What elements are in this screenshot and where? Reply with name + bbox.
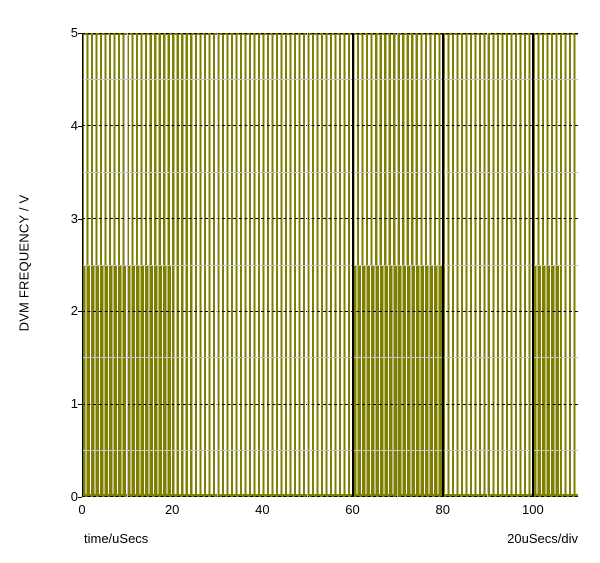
- dense-band: [532, 265, 563, 497]
- x-scale-per-division-label: 20uSecs/div: [507, 531, 578, 546]
- y-tick-mark: [78, 404, 82, 406]
- y-major-gridline: [82, 218, 578, 220]
- trace-low-rail: [82, 494, 578, 497]
- y-minor-gridline: [82, 78, 578, 80]
- x-tick-label: 0: [78, 502, 86, 517]
- y-minor-gridline: [82, 264, 578, 266]
- x-minor-gridline: [487, 33, 489, 497]
- x-major-gridline: [531, 33, 534, 497]
- y-tick-mark: [78, 218, 82, 220]
- x-tick-label: 100: [522, 502, 544, 517]
- y-tick-mark: [78, 125, 82, 127]
- y-minor-gridline: [82, 171, 578, 173]
- y-tick-label: 3: [70, 210, 78, 226]
- y-tick-mark: [78, 497, 82, 498]
- y-tick-label: 5: [70, 25, 78, 40]
- y-tick-label: 2: [70, 303, 78, 319]
- x-major-gridline: [351, 33, 354, 497]
- plot-area: [82, 33, 578, 497]
- y-tick-mark: [78, 311, 82, 313]
- x-axis-label: time/uSecs: [84, 531, 149, 546]
- x-minor-gridline: [126, 33, 128, 497]
- y-tick-mark: [78, 33, 82, 34]
- y-axis-line: [82, 33, 83, 497]
- y-major-gridline: [82, 403, 578, 405]
- y-minor-gridline: [82, 450, 578, 452]
- y-axis-title: DVM FREQUENCY / V: [16, 194, 32, 332]
- x-minor-gridline: [397, 33, 399, 497]
- y-minor-gridline: [82, 357, 578, 359]
- trace-high-rail: [82, 33, 578, 35]
- y-major-gridline: [82, 125, 578, 127]
- x-minor-gridline: [216, 33, 218, 497]
- y-tick-label: 0: [70, 489, 78, 504]
- y-major-gridline: [82, 496, 578, 497]
- x-tick-label: 40: [255, 502, 270, 517]
- x-tick-label: 20: [164, 502, 180, 517]
- y-tick-label: 1: [70, 396, 78, 412]
- x-tick-label: 60: [345, 502, 360, 517]
- x-major-gridline: [441, 33, 444, 497]
- y-major-gridline: [82, 33, 578, 34]
- x-minor-gridline: [306, 33, 308, 497]
- x-tick-label: 80: [435, 502, 450, 517]
- y-major-gridline: [82, 310, 578, 312]
- y-tick-label: 4: [70, 117, 78, 133]
